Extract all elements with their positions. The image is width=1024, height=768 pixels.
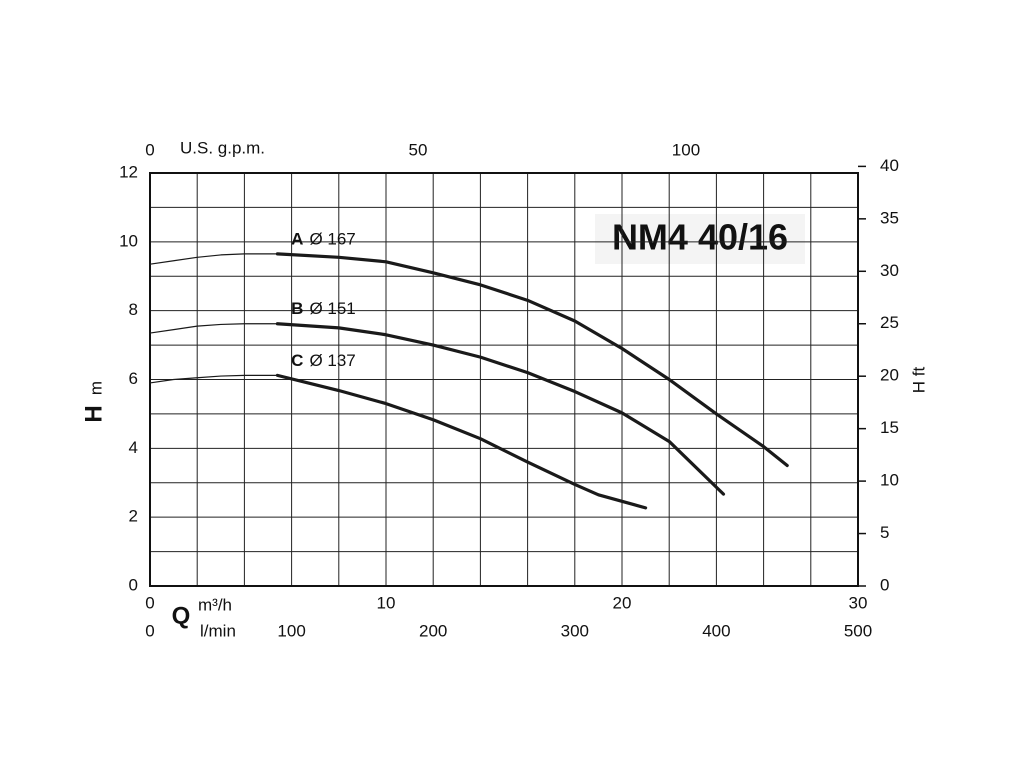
y-tick-label: 12 [119, 162, 138, 181]
y-tick-label: 2 [129, 507, 138, 526]
pump-curve [149, 253, 279, 265]
y2-tick-label: 30 [880, 261, 899, 280]
x3-tick-label: 500 [844, 621, 872, 640]
x3-tick-label: 200 [419, 621, 447, 640]
y2-label: H ft [909, 367, 928, 394]
y-tick-label: 10 [119, 231, 138, 250]
x3-tick-label: 400 [702, 621, 730, 640]
y-label-unit: m [86, 381, 105, 395]
x-tick-label: 20 [613, 593, 632, 612]
x3-tick-label: 100 [277, 621, 305, 640]
curve-diameter: Ø 137 [309, 351, 355, 370]
y2-tick-label: 35 [880, 208, 899, 227]
x2-label: U.S. g.p.m. [180, 138, 265, 157]
y-label-main: H [80, 405, 107, 422]
pump-curve [275, 373, 648, 510]
y-tick-label: 6 [129, 369, 138, 388]
y-tick-label: 8 [129, 300, 138, 319]
x3-tick-label: 300 [561, 621, 589, 640]
pump-curve [275, 252, 789, 468]
y2-tick-label: 15 [880, 418, 899, 437]
y-tick-label: 0 [129, 575, 138, 594]
x-label-main: Q [172, 602, 191, 629]
pump-curve [275, 322, 726, 496]
y-tick-label: 4 [129, 438, 138, 457]
y2-tick-label: 40 [880, 156, 899, 175]
x-tick-label: 0 [145, 593, 154, 612]
plot-frame [149, 172, 859, 587]
y2-tick-label: 0 [880, 575, 889, 594]
x2-tick-label: 50 [409, 140, 428, 159]
x3-tick-label: 0 [145, 621, 154, 640]
x-tick-label: 30 [849, 593, 868, 612]
x2-tick-label: 100 [672, 140, 700, 159]
pump-curve [149, 374, 279, 384]
chart-title: NM4 40/16 [612, 217, 788, 258]
curve-diameter: Ø 151 [309, 299, 355, 318]
x2-tick-label: 0 [145, 140, 154, 159]
pump-curve [149, 323, 279, 334]
y2-tick-label: 20 [880, 366, 899, 385]
curve-diameter: Ø 167 [309, 229, 355, 248]
title-box [595, 214, 805, 264]
x3-label-unit: l/min [200, 621, 236, 640]
y2-tick-label: 10 [880, 471, 899, 490]
y2-tick-label: 5 [880, 523, 889, 542]
x-label-unit: m³/h [198, 595, 232, 614]
y2-tick-label: 25 [880, 313, 899, 332]
x-tick-label: 10 [377, 593, 396, 612]
curve-letter: A [291, 229, 303, 248]
curve-letter: B [291, 299, 303, 318]
curve-letter: C [291, 351, 303, 370]
